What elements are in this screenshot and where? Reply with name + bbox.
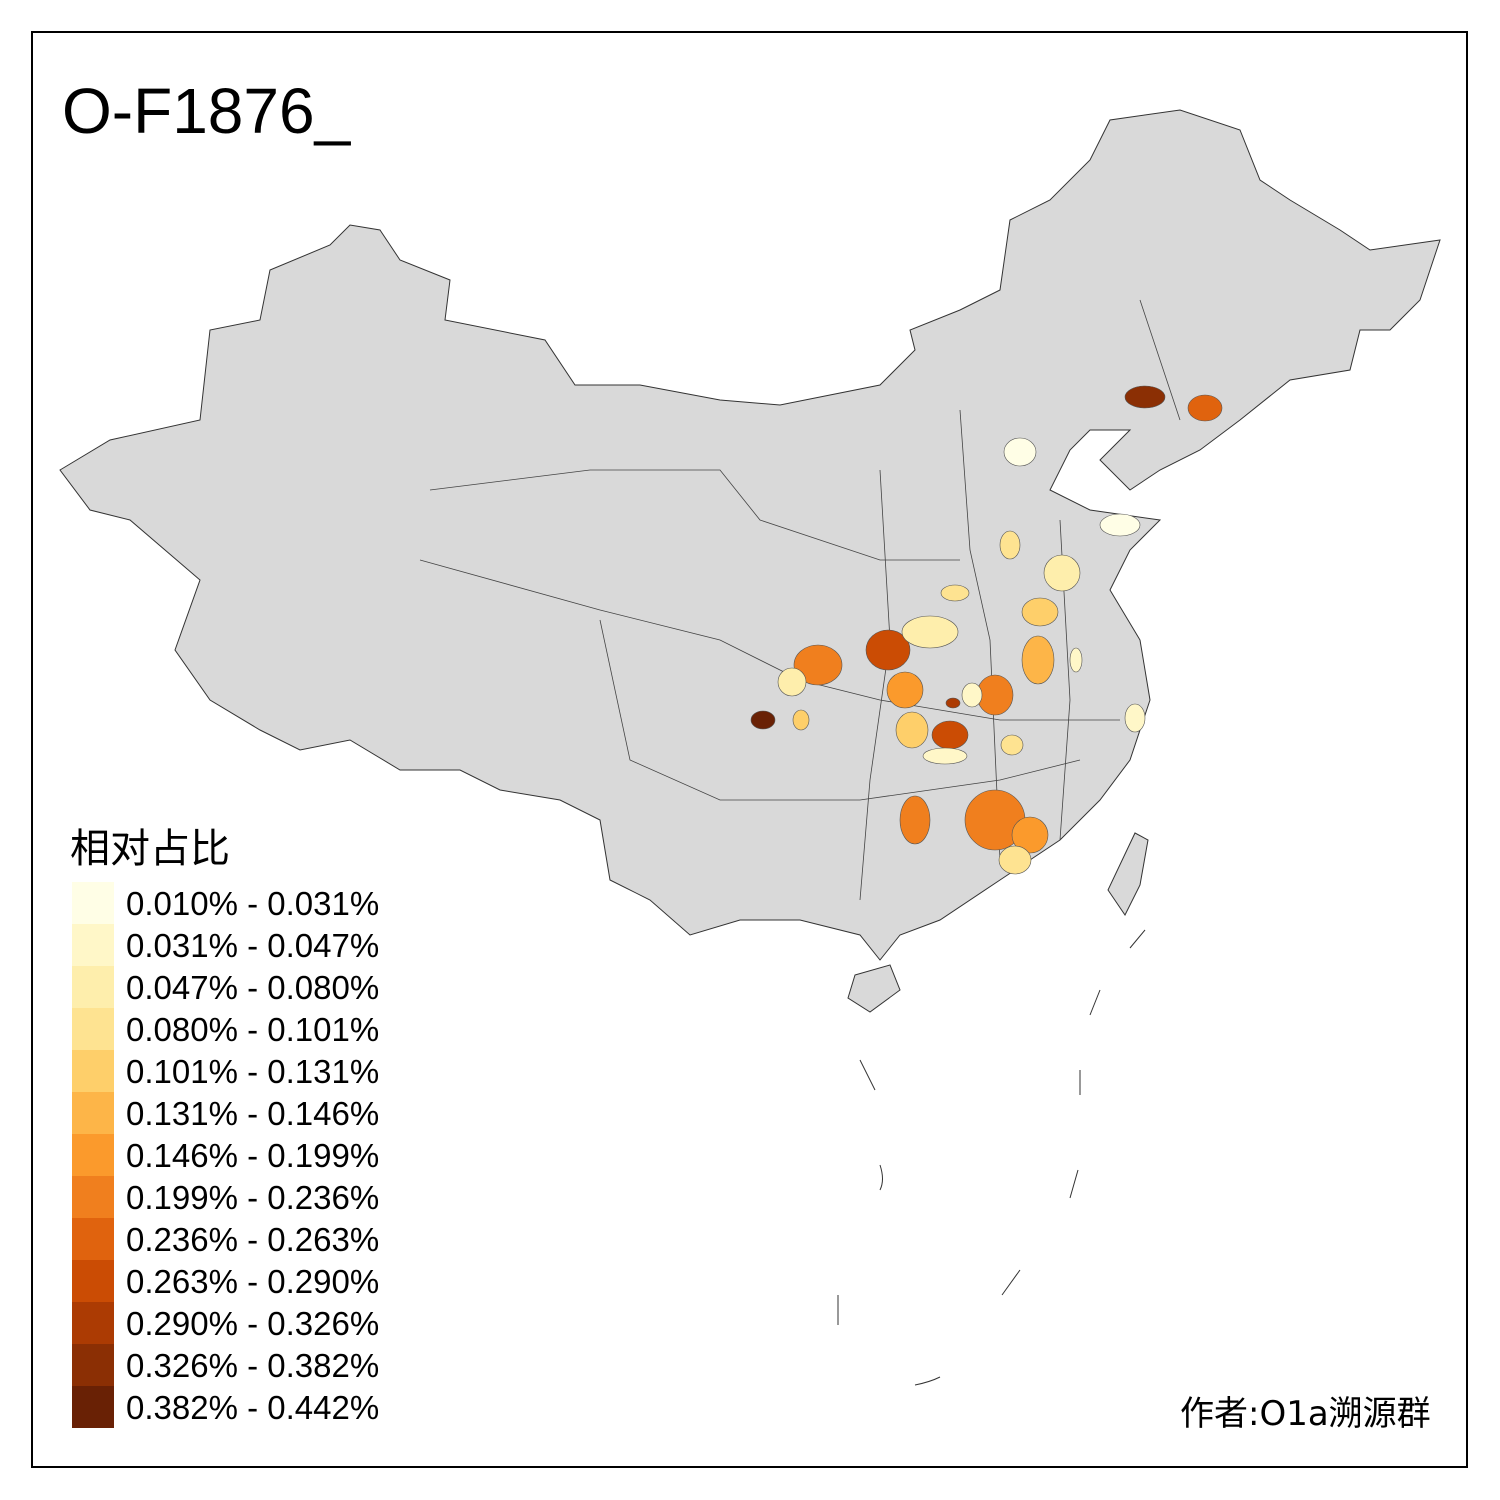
region-prefecture	[895, 711, 929, 749]
region-prefecture	[1000, 734, 1024, 756]
region-prefecture	[793, 644, 843, 686]
region-prefecture	[1099, 513, 1141, 537]
legend-label: 0.236% - 0.263%	[126, 1221, 380, 1258]
map-frame	[31, 31, 1468, 1468]
legend-swatch	[72, 966, 114, 1008]
region-prefecture	[1021, 635, 1055, 685]
region-prefecture	[886, 671, 924, 709]
legend-swatch	[72, 924, 114, 966]
legend-label: 0.031% - 0.047%	[126, 927, 380, 964]
region-prefecture	[976, 674, 1014, 716]
region-prefecture	[1124, 385, 1166, 409]
legend-swatch	[72, 1008, 114, 1050]
south-sea-islands	[837, 929, 1146, 1386]
region-prefecture	[1003, 437, 1037, 467]
legend-swatch	[72, 882, 114, 924]
legend-label: 0.101% - 0.131%	[126, 1053, 380, 1090]
legend-swatch	[72, 1176, 114, 1218]
legend-label: 0.199% - 0.236%	[126, 1179, 380, 1216]
legend-label: 0.263% - 0.290%	[126, 1263, 380, 1300]
legend-label: 0.047% - 0.080%	[126, 969, 380, 1006]
legend-label: 0.290% - 0.326%	[126, 1305, 380, 1342]
region-prefecture	[750, 710, 776, 730]
region-prefecture	[998, 845, 1032, 875]
region-prefecture	[1124, 703, 1146, 733]
region-prefecture	[999, 530, 1021, 560]
region-prefecture	[1069, 647, 1083, 673]
legend-swatch	[72, 1050, 114, 1092]
taiwan	[1107, 832, 1149, 916]
region-prefecture	[777, 667, 807, 697]
region-prefecture	[961, 682, 983, 708]
legend-swatch	[72, 1344, 114, 1386]
china-mainland	[59, 109, 1441, 961]
map-title: O-F1876_	[62, 75, 351, 147]
legend-swatch	[72, 1260, 114, 1302]
author-credit: 作者:O1a溯源群	[1180, 1394, 1431, 1434]
hainan	[847, 964, 901, 1013]
region-prefecture	[931, 720, 969, 750]
legend-swatch	[72, 1386, 114, 1428]
region-prefecture	[901, 615, 959, 649]
legend-swatch	[72, 1302, 114, 1344]
region-prefecture	[899, 795, 931, 845]
legend-label: 0.131% - 0.146%	[126, 1095, 380, 1132]
legend-label: 0.326% - 0.382%	[126, 1347, 380, 1384]
legend-label: 0.080% - 0.101%	[126, 1011, 380, 1048]
legend-swatch	[72, 1218, 114, 1260]
legend-title: 相对占比	[70, 826, 230, 872]
region-prefecture	[1021, 597, 1059, 627]
region-prefecture	[945, 697, 961, 709]
legend-swatch	[72, 1134, 114, 1176]
colored-regions	[750, 385, 1223, 875]
region-prefecture	[1011, 816, 1049, 854]
legend-label: 0.146% - 0.199%	[126, 1137, 380, 1174]
region-prefecture	[865, 629, 911, 671]
legend-label: 0.010% - 0.031%	[126, 885, 380, 922]
region-prefecture	[922, 747, 968, 765]
legend-label: 0.382% - 0.442%	[126, 1389, 380, 1426]
legend-swatch	[72, 1092, 114, 1134]
region-prefecture	[1187, 394, 1223, 422]
region-prefecture	[792, 709, 810, 731]
region-prefecture	[940, 584, 970, 602]
region-prefecture	[1043, 554, 1081, 592]
